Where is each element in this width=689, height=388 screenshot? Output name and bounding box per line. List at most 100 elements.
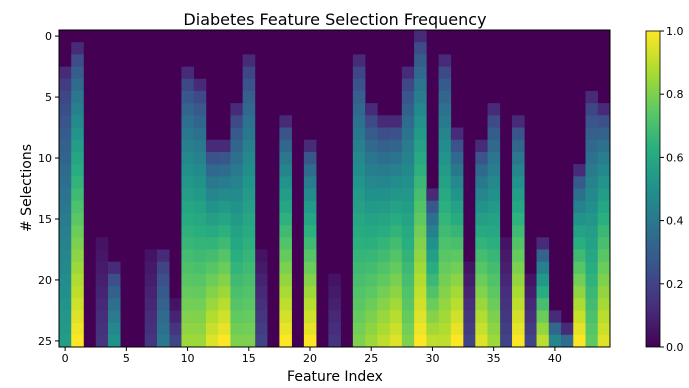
- heatmap-cell: [156, 261, 170, 275]
- heatmap-cell: [205, 310, 219, 323]
- heatmap-cell: [59, 237, 72, 250]
- heatmap-cell: [144, 310, 158, 323]
- heatmap-cell: [328, 286, 341, 299]
- heatmap-cell: [585, 298, 599, 311]
- heatmap-cell: [365, 261, 378, 275]
- heatmap-cell: [181, 188, 194, 201]
- colorbar-gradient: [645, 30, 661, 348]
- x-tick-label: 15: [242, 352, 256, 365]
- heatmap-cell: [181, 200, 194, 214]
- heatmap-cell: [95, 334, 109, 348]
- heatmap-cell: [487, 127, 501, 141]
- heatmap-cell: [548, 334, 562, 348]
- heatmap-cell: [156, 286, 170, 299]
- heatmap-cell: [218, 225, 231, 238]
- heatmap-cell: [401, 225, 415, 238]
- heatmap-cell: [597, 164, 611, 177]
- heatmap-cell: [71, 237, 84, 250]
- heatmap-cell: [548, 310, 562, 323]
- heatmap-cell: [487, 103, 501, 116]
- heatmap-cell: [401, 298, 415, 311]
- heatmap-cell: [230, 286, 243, 299]
- heatmap-cell: [193, 90, 207, 104]
- heatmap-cell: [205, 139, 219, 153]
- heatmap-cell: [205, 212, 219, 226]
- heatmap-cell: [597, 151, 611, 165]
- heatmap-cell: [303, 310, 317, 323]
- heatmap-cell: [414, 273, 427, 287]
- heatmap-cell: [352, 334, 366, 348]
- x-axis-label: Feature Index: [287, 369, 383, 385]
- x-tick-label: 20: [303, 352, 317, 365]
- heatmap-cell: [71, 115, 84, 128]
- heatmap-cell: [573, 261, 586, 275]
- heatmap-cell: [352, 225, 366, 238]
- heatmap-cell: [59, 225, 72, 238]
- heatmap-cell: [144, 322, 158, 336]
- heatmap-cell: [218, 139, 231, 153]
- colorbar-ticks: 0.0 0.2 0.4 0.6 0.8 1.0: [660, 25, 684, 354]
- heatmap-cell: [365, 273, 378, 287]
- heatmap-cell: [328, 273, 341, 287]
- heatmap-cell: [512, 212, 525, 226]
- heatmap-cell: [597, 237, 611, 250]
- heatmap-cell: [475, 225, 488, 238]
- heatmap-cell: [585, 151, 599, 165]
- heatmap-cell: [71, 78, 84, 92]
- heatmap-cell: [242, 237, 256, 250]
- heatmap-cell: [401, 164, 415, 177]
- heatmap-cell: [59, 66, 72, 80]
- heatmap-cell: [389, 200, 403, 214]
- heatmap-cell: [463, 286, 476, 299]
- heatmap-cell: [328, 334, 341, 348]
- heatmap-cell: [389, 164, 403, 177]
- heatmap-cell: [365, 298, 378, 311]
- colorbar-tick-label: 1.0: [666, 25, 684, 38]
- heatmap-cell: [438, 212, 452, 226]
- heatmap-cell: [156, 310, 170, 323]
- heatmap-cell: [352, 200, 366, 214]
- heatmap-cell: [352, 115, 366, 128]
- heatmap-cell: [193, 78, 207, 92]
- heatmap-cell: [71, 298, 84, 311]
- heatmap-cell: [426, 322, 439, 336]
- heatmap-cell: [193, 188, 207, 201]
- heatmap-cell: [487, 188, 501, 201]
- heatmap-cell: [303, 273, 317, 287]
- heatmap-cell: [377, 200, 390, 214]
- heatmap-cell: [487, 273, 501, 287]
- heatmap-cell: [487, 286, 501, 299]
- heatmap-cell: [389, 261, 403, 275]
- heatmap-cell: [242, 90, 256, 104]
- heatmap-cell: [438, 225, 452, 238]
- heatmap-cell: [181, 322, 194, 336]
- heatmap-cell: [414, 286, 427, 299]
- heatmap-cell: [71, 127, 84, 141]
- heatmap-cell: [475, 212, 488, 226]
- heatmap-cell: [242, 200, 256, 214]
- heatmap-cell: [450, 164, 464, 177]
- heatmap-cell: [512, 249, 525, 262]
- heatmap-cell: [414, 90, 427, 104]
- heatmap-cell: [254, 249, 268, 262]
- heatmap-cell: [144, 286, 158, 299]
- heatmap-cell: [352, 164, 366, 177]
- heatmap-cell: [438, 54, 452, 67]
- heatmap-cell: [71, 176, 84, 189]
- heatmap-cell: [377, 225, 390, 238]
- heatmap-cell: [463, 261, 476, 275]
- heatmap-cell: [193, 249, 207, 262]
- heatmap-cell: [389, 212, 403, 226]
- heatmap-cell: [365, 286, 378, 299]
- heatmap-cell: [536, 261, 550, 275]
- heatmap-cell: [536, 273, 550, 287]
- heatmap-cell: [585, 188, 599, 201]
- heatmap-cell: [107, 261, 121, 275]
- heatmap-cell: [426, 286, 439, 299]
- heatmap-cell: [352, 90, 366, 104]
- heatmap-cell: [352, 212, 366, 226]
- heatmap-cell: [59, 261, 72, 275]
- heatmap-cell: [597, 103, 611, 116]
- heatmap-cell: [59, 164, 72, 177]
- heatmap-cell: [463, 298, 476, 311]
